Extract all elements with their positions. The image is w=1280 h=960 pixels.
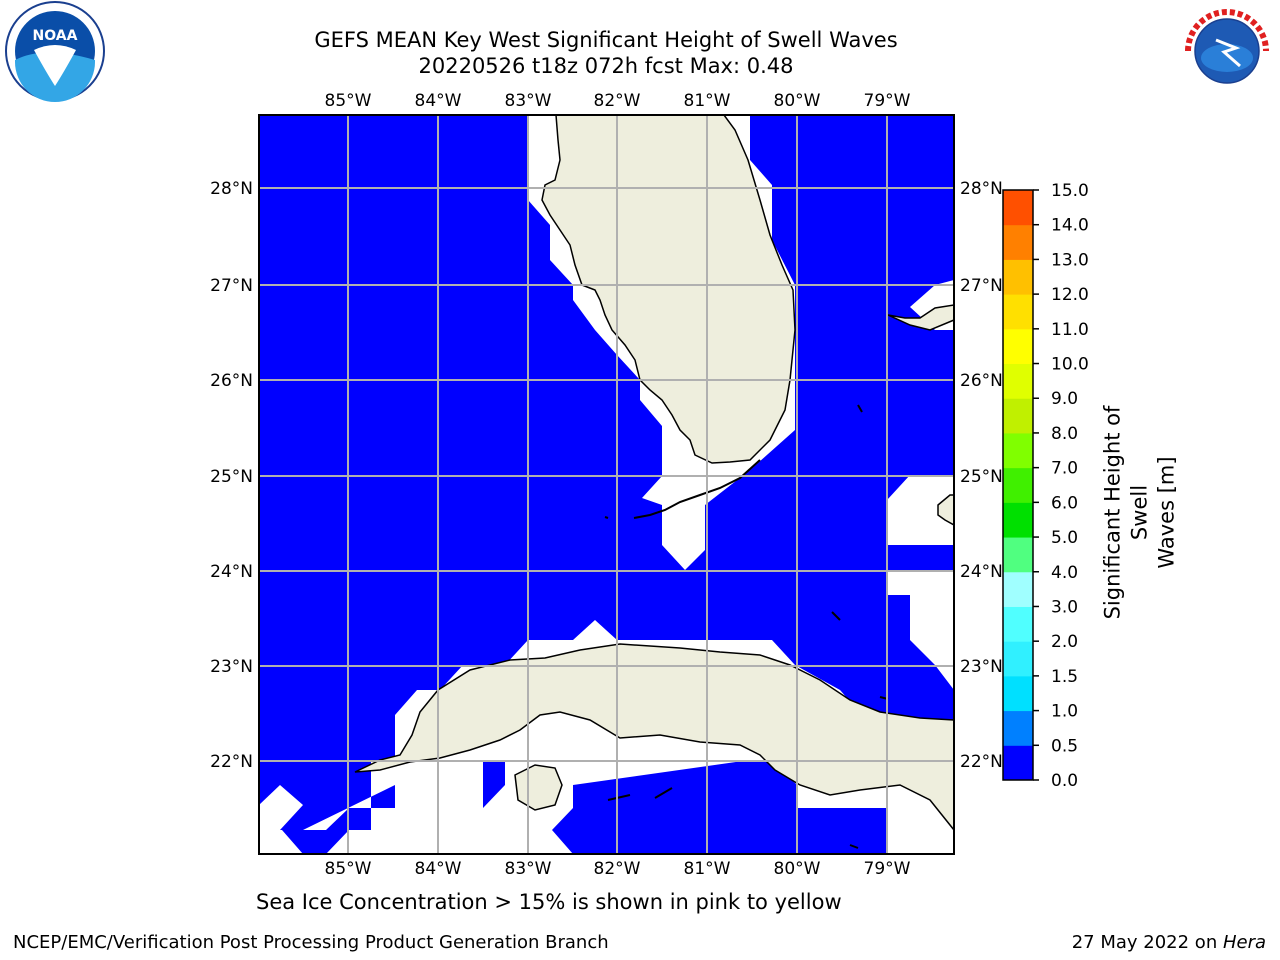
lat-tick: 28°N	[210, 179, 253, 199]
graticule	[259, 115, 954, 854]
colorbar-segment	[1003, 432, 1033, 469]
colorbar-segment	[1003, 571, 1033, 607]
colorbar-tick-label: 5.0	[1051, 528, 1078, 548]
lon-tick: 80°W	[774, 91, 821, 111]
colorbar-segment	[1003, 537, 1033, 573]
ocean-patches	[326, 760, 887, 854]
colorbar-tick-label: 7.0	[1051, 459, 1078, 479]
noaa-logo-text: NOAA	[33, 28, 78, 44]
nws-logo	[1178, 2, 1276, 100]
lat-ticks-right: 28°N 27°N 26°N 25°N 24°N 23°N 22°N	[960, 179, 1003, 772]
florida-land	[541, 115, 796, 464]
lon-tick: 84°W	[415, 91, 462, 111]
lat-ticks-left: 28°N 27°N 26°N 25°N 24°N 23°N 22°N	[210, 179, 253, 772]
lon-tick: 81°W	[684, 859, 731, 879]
footer-host: Hera	[1222, 932, 1266, 953]
lon-tick: 85°W	[325, 859, 372, 879]
lon-tick: 82°W	[594, 91, 641, 111]
lat-tick: 26°N	[210, 371, 253, 391]
colorbar-segment	[1003, 606, 1033, 642]
andros-land	[937, 494, 954, 526]
map-frame	[258, 114, 955, 855]
lon-ticks-bottom: 85°W 84°W 83°W 82°W 81°W 80°W 79°W	[325, 859, 911, 879]
colorbar-segment	[1003, 224, 1033, 260]
colorbar-segment	[1003, 294, 1033, 330]
lat-tick: 25°N	[960, 467, 1003, 487]
colorbar-tick-label: 0.5	[1051, 736, 1078, 756]
lon-tick: 80°W	[774, 859, 821, 879]
colorbar-segment	[1003, 641, 1033, 677]
colorbar-segment	[1003, 190, 1033, 226]
lon-tick: 85°W	[325, 91, 372, 111]
colorbar-segment	[1003, 675, 1033, 712]
colorbar-tick-label: 11.0	[1051, 320, 1089, 340]
isla-juventud-land	[514, 764, 563, 811]
lon-tick: 83°W	[505, 91, 552, 111]
colorbar-tick-label: 2.0	[1051, 632, 1078, 652]
colorbar-segment	[1003, 502, 1033, 538]
colorbar-tick-label: 10.0	[1051, 355, 1089, 375]
colorbar-label-line2: Waves [m]	[1154, 456, 1179, 569]
colorbar-segment	[1003, 363, 1033, 399]
colorbar-tick-label: 14.0	[1051, 216, 1089, 236]
colorbar-tick-label: 9.0	[1051, 389, 1078, 409]
lon-tick: 79°W	[864, 859, 911, 879]
footer-credit: NCEP/EMC/Verification Post Processing Pr…	[13, 932, 609, 953]
map-subtitle: 20220526 t18z 072h fcst Max: 0.48	[418, 54, 794, 78]
lat-tick: 25°N	[210, 467, 253, 487]
lat-tick: 28°N	[960, 179, 1003, 199]
lat-tick: 27°N	[210, 276, 253, 296]
colorbar-tick-label: 1.5	[1051, 667, 1078, 687]
colorbar-tick-label: 15.0	[1051, 181, 1089, 201]
lat-tick: 24°N	[960, 562, 1003, 582]
colorbar-segment	[1003, 710, 1033, 746]
colorbar-label-line1: Significant Height of Swell	[1100, 405, 1152, 620]
lon-tick: 84°W	[415, 859, 462, 879]
florida-keys	[633, 459, 761, 519]
lon-tick: 83°W	[505, 859, 552, 879]
lat-tick: 24°N	[210, 562, 253, 582]
colorbar-tick-label: 3.0	[1051, 597, 1078, 617]
colorbar-segment	[1003, 398, 1033, 434]
footer-date-text: 27 May 2022 on	[1071, 932, 1223, 953]
colorbar-segment	[1003, 745, 1033, 781]
footer-date: 27 May 2022 on Hera	[1072, 932, 1266, 953]
colorbar-segment	[1003, 259, 1033, 295]
colorbar-label: Significant Height of Swell Waves [m]	[1100, 383, 1181, 643]
lat-tick: 23°N	[960, 657, 1003, 677]
small-islands	[604, 404, 889, 849]
lat-tick: 23°N	[210, 657, 253, 677]
colorbar-tick-label: 12.0	[1051, 285, 1089, 305]
lon-tick: 82°W	[594, 859, 641, 879]
lon-tick: 81°W	[684, 91, 731, 111]
bahamas-land	[887, 304, 954, 331]
lon-ticks-top: 85°W 84°W 83°W 82°W 81°W 80°W 79°W	[325, 91, 911, 111]
lat-tick: 26°N	[960, 371, 1003, 391]
colorbar-tick-label: 0.0	[1051, 771, 1078, 791]
colorbar-frame	[1002, 189, 1034, 781]
colorbar-tick-label: 1.0	[1051, 702, 1078, 722]
lon-tick: 79°W	[864, 91, 911, 111]
colorbar: 15.0 14.0 13.0 12.0 11.0 10.0 9.0 8.0 7.0 6.0 5.0 4…	[1002, 181, 1089, 791]
lat-tick: 22°N	[210, 752, 253, 772]
colorbar-tick-label: 13.0	[1051, 250, 1089, 270]
lat-tick: 22°N	[960, 752, 1003, 772]
lat-tick: 27°N	[960, 276, 1003, 296]
sea-ice-note: Sea Ice Concentration > 15% is shown in …	[256, 890, 842, 914]
colorbar-segment	[1003, 328, 1033, 365]
colorbar-tick-label: 6.0	[1051, 493, 1078, 513]
colorbar-tick-label: 4.0	[1051, 563, 1078, 583]
noaa-logo: NOAA	[5, 1, 105, 102]
map-title: GEFS MEAN Key West Significant Height of…	[314, 28, 898, 52]
cuba-land	[354, 643, 954, 832]
colorbar-tick-label: 8.0	[1051, 424, 1078, 444]
colorbar-segment	[1003, 467, 1033, 503]
